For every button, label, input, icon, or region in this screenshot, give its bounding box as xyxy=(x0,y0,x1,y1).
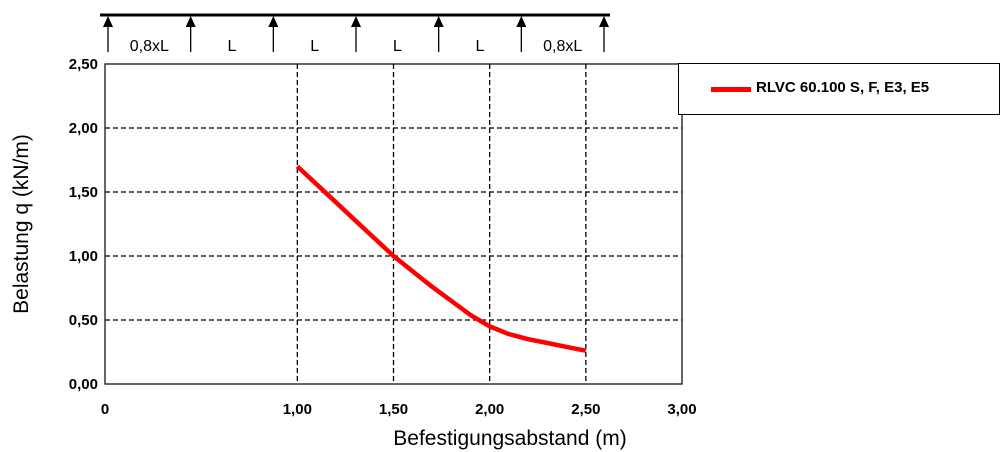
support-arrow-head xyxy=(433,16,444,27)
x-axis-title: Befestigungsabstand (m) xyxy=(393,427,626,450)
y-tick-label: 0,50 xyxy=(69,312,98,329)
y-axis-title: Belastung q (kN/m) xyxy=(10,134,33,314)
span-label: L xyxy=(393,38,402,55)
legend-swatch xyxy=(711,87,751,92)
span-label: L xyxy=(228,38,237,55)
x-tick-label: 1,50 xyxy=(379,401,408,418)
support-arrow-head xyxy=(351,16,361,27)
support-arrow-head xyxy=(516,16,527,27)
support-arrow-head xyxy=(185,16,196,27)
y-tick-label: 1,50 xyxy=(69,184,98,201)
support-arrow-head xyxy=(103,16,113,27)
support-arrow-head xyxy=(599,16,609,27)
x-tick-label: 2,00 xyxy=(475,401,504,418)
y-tick-label: 1,00 xyxy=(69,248,98,265)
x-tick-label: 2,50 xyxy=(571,401,600,418)
y-tick-label: 2,00 xyxy=(69,120,98,137)
span-diagram: 0,8xL L L L L 0,8xL xyxy=(100,13,610,55)
span-label: L xyxy=(476,38,485,55)
y-tick-label: 2,50 xyxy=(69,56,98,73)
series-line xyxy=(295,164,587,353)
span-label: 0,8xL xyxy=(130,38,169,55)
grid-lines xyxy=(105,64,682,384)
x-axis-ticks: 0 1,00 1,50 2,00 2,50 3,00 xyxy=(101,401,697,418)
x-tick-label: 0 xyxy=(101,401,109,418)
span-label: L xyxy=(310,38,319,55)
series-layer xyxy=(295,164,587,353)
legend: RLVC 60.100 S, F, E3, E5 xyxy=(678,63,1000,115)
y-tick-label: 0,00 xyxy=(69,376,98,393)
plot-area-border xyxy=(104,63,683,385)
x-tick-label: 1,00 xyxy=(283,401,312,418)
span-label: 0,8xL xyxy=(543,38,582,55)
y-axis-ticks: 0,00 0,50 1,00 1,50 2,00 2,50 xyxy=(69,56,98,393)
support-arrow-head xyxy=(268,16,279,27)
x-tick-label: 3,00 xyxy=(667,401,696,418)
legend-label: RLVC 60.100 S, F, E3, E5 xyxy=(756,79,930,96)
